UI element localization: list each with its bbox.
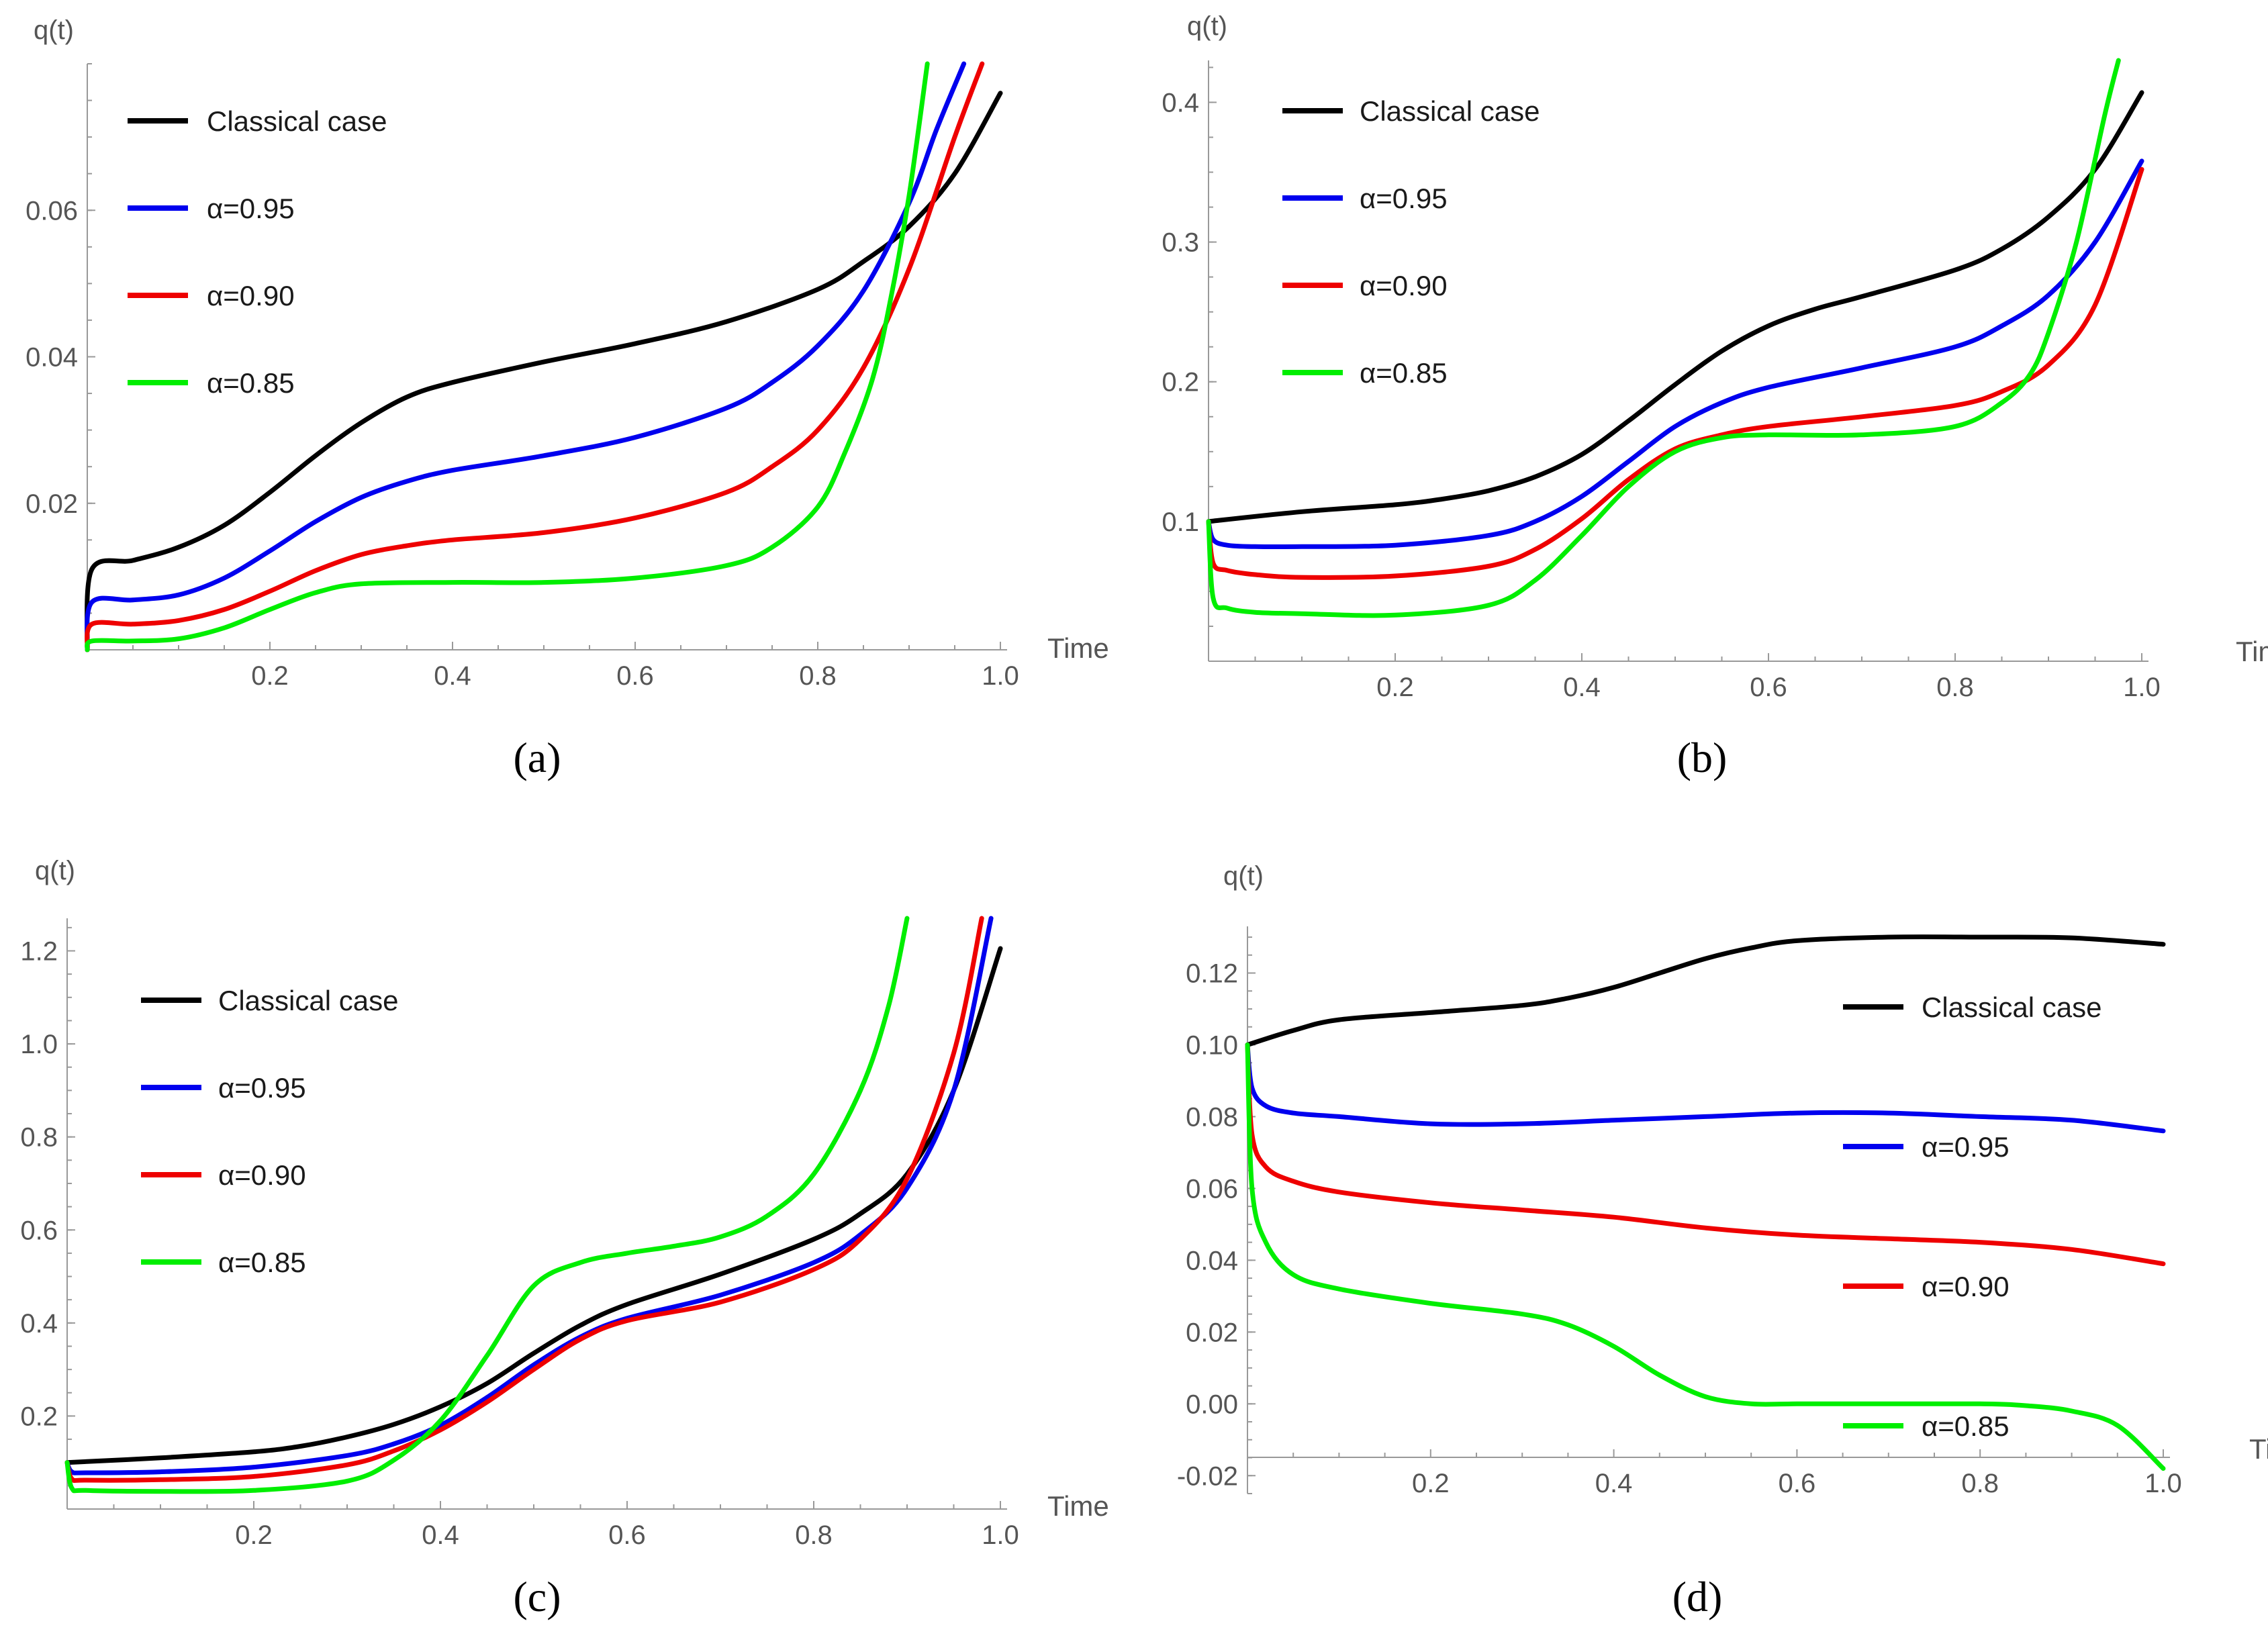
y-tick-label: 0.02 — [26, 489, 78, 519]
x-tick-label: 0.8 — [1936, 673, 1974, 702]
legend: Classical case α=0.95 α=0.90 α=0.85 — [128, 105, 387, 399]
series-line-0 — [64, 946, 1003, 1465]
x-tick-label: 1.0 — [982, 1520, 1019, 1550]
y-tick-label: 0.00 — [1186, 1390, 1238, 1419]
x-axis-title: Time — [2236, 636, 2268, 667]
chart-panel-b: 0.2 0.4 0.6 0.8 1.0 0.1 0.2 0.3 0.4 q(t) Time Class… — [1162, 11, 2268, 781]
panel-label: (d) — [1672, 1573, 1723, 1620]
y-tick-label: 0.4 — [20, 1309, 58, 1339]
legend-label: α=0.85 — [1922, 1410, 2010, 1442]
y-tick-label: 0.08 — [1186, 1102, 1238, 1132]
legend-label: α=0.90 — [218, 1159, 306, 1191]
panel-label: (b) — [1677, 734, 1728, 781]
y-axis-title: q(t) — [1223, 861, 1264, 891]
x-tick-label: 0.2 — [251, 661, 289, 691]
y-axis-title: q(t) — [1187, 11, 1227, 41]
legend-label: Classical case — [1922, 991, 2101, 1023]
legend-label: Classical case — [1360, 95, 1540, 127]
legend: Classical case α=0.95 α=0.90 α=0.85 — [141, 985, 398, 1278]
y-tick-label: 1.0 — [20, 1030, 58, 1059]
x-tick-label: 0.6 — [616, 661, 654, 691]
y-tick-label: 0.06 — [26, 196, 78, 226]
x-tick-label: 0.2 — [1412, 1469, 1450, 1498]
y-tick-label: 0.02 — [1186, 1318, 1238, 1347]
x-tick-label: 0.4 — [422, 1520, 459, 1550]
y-tick-label: 0.6 — [20, 1216, 58, 1245]
x-tick-label: 1.0 — [2144, 1469, 2182, 1498]
legend: Classical case α=0.95 α=0.90 α=0.85 — [1843, 991, 2101, 1442]
chart-panel-a: 0.2 0.4 0.6 0.8 1.0 0.02 0.04 0.06 q(t) Time Class… — [26, 15, 1109, 781]
legend-label: Classical case — [218, 985, 398, 1016]
y-tick-label: 0.04 — [26, 343, 78, 373]
legend-label: Classical case — [207, 105, 387, 137]
chart-panel-d: 0.2 0.4 0.6 0.8 1.0 -0.02 0.00 0.02 0.04 0.06 0.08… — [1177, 861, 2268, 1620]
legend-label: α=0.95 — [1360, 183, 1448, 214]
y-tick-label: 0.04 — [1186, 1246, 1238, 1275]
x-tick-label: 0.6 — [608, 1520, 646, 1550]
x-tick-label: 1.0 — [2123, 673, 2161, 702]
x-tick-label: 0.8 — [795, 1520, 833, 1550]
legend-label: α=0.90 — [1922, 1271, 2010, 1302]
y-tick-label: 0.10 — [1186, 1030, 1238, 1060]
y-tick-label: 0.06 — [1186, 1174, 1238, 1204]
series-line-1 — [85, 61, 967, 652]
y-axis-title: q(t) — [34, 15, 74, 45]
y-tick-label: 1.2 — [20, 937, 58, 967]
panel-label: (c) — [513, 1573, 561, 1620]
legend-label: α=0.90 — [207, 280, 295, 311]
y-tick-label: 0.8 — [20, 1123, 58, 1153]
y-tick-label: -0.02 — [1177, 1461, 1238, 1491]
y-tick-label: 0.4 — [1162, 88, 1199, 117]
legend-label: α=0.85 — [1360, 357, 1448, 389]
legend-label: α=0.85 — [207, 367, 295, 399]
series-group — [64, 916, 1003, 1494]
x-tick-label: 0.4 — [1595, 1469, 1633, 1498]
series-line-2 — [64, 916, 984, 1484]
legend-label: α=0.90 — [1360, 270, 1448, 301]
series-line-1 — [1206, 158, 2144, 550]
y-tick-label: 0.12 — [1186, 959, 1238, 989]
series-line-3 — [85, 61, 930, 652]
y-tick-label: 0.2 — [20, 1402, 58, 1431]
series-group — [1206, 58, 2144, 618]
x-tick-label: 0.8 — [1961, 1469, 1999, 1498]
series-line-1 — [1245, 1042, 2166, 1134]
series-line-3 — [1245, 1042, 2166, 1471]
series-line-2 — [85, 61, 985, 652]
x-tick-label: 0.8 — [799, 661, 837, 691]
x-tick-label: 0.2 — [235, 1520, 273, 1550]
legend-label: α=0.95 — [207, 193, 295, 224]
y-tick-label: 0.3 — [1162, 228, 1199, 258]
legend: Classical case α=0.95 α=0.90 α=0.85 — [1282, 95, 1540, 389]
series-line-1 — [64, 916, 994, 1475]
x-tick-label: 0.4 — [434, 661, 471, 691]
legend-label: α=0.85 — [218, 1247, 306, 1278]
chart-panel-c: 0.2 0.4 0.6 0.8 1.0 0.2 0.4 0.6 0.8 1.0 1.2 q(t) Tim… — [20, 856, 1108, 1620]
x-tick-label: 0.4 — [1563, 673, 1601, 702]
x-tick-label: 0.6 — [1750, 673, 1787, 702]
x-axis-title: Time — [2249, 1433, 2268, 1465]
series-line-0 — [85, 91, 1003, 652]
x-axis-title: Time — [1047, 632, 1109, 664]
series-group — [1245, 934, 2166, 1471]
panel-label: (a) — [513, 734, 561, 781]
series-line-2 — [1206, 166, 2144, 580]
series-line-0 — [1245, 934, 2166, 1047]
y-tick-label: 0.2 — [1162, 368, 1199, 397]
x-tick-label: 0.6 — [1779, 1469, 1816, 1498]
y-tick-label: 0.1 — [1162, 507, 1199, 537]
series-line-0 — [1206, 90, 2144, 524]
series-line-2 — [1245, 1042, 2166, 1267]
x-tick-label: 0.2 — [1376, 673, 1414, 702]
x-axis-title: Time — [1047, 1490, 1109, 1522]
series-line-3 — [1206, 58, 2121, 618]
chart-panels: 0.2 0.4 0.6 0.8 1.0 0.02 0.04 0.06 q(t) Time Class… — [20, 11, 2268, 1620]
legend-label: α=0.95 — [1922, 1131, 2010, 1163]
legend-label: α=0.95 — [218, 1072, 306, 1104]
series-line-3 — [64, 916, 910, 1494]
series-group — [85, 61, 1003, 652]
y-axis-title: q(t) — [35, 856, 75, 885]
x-tick-label: 1.0 — [982, 661, 1019, 691]
